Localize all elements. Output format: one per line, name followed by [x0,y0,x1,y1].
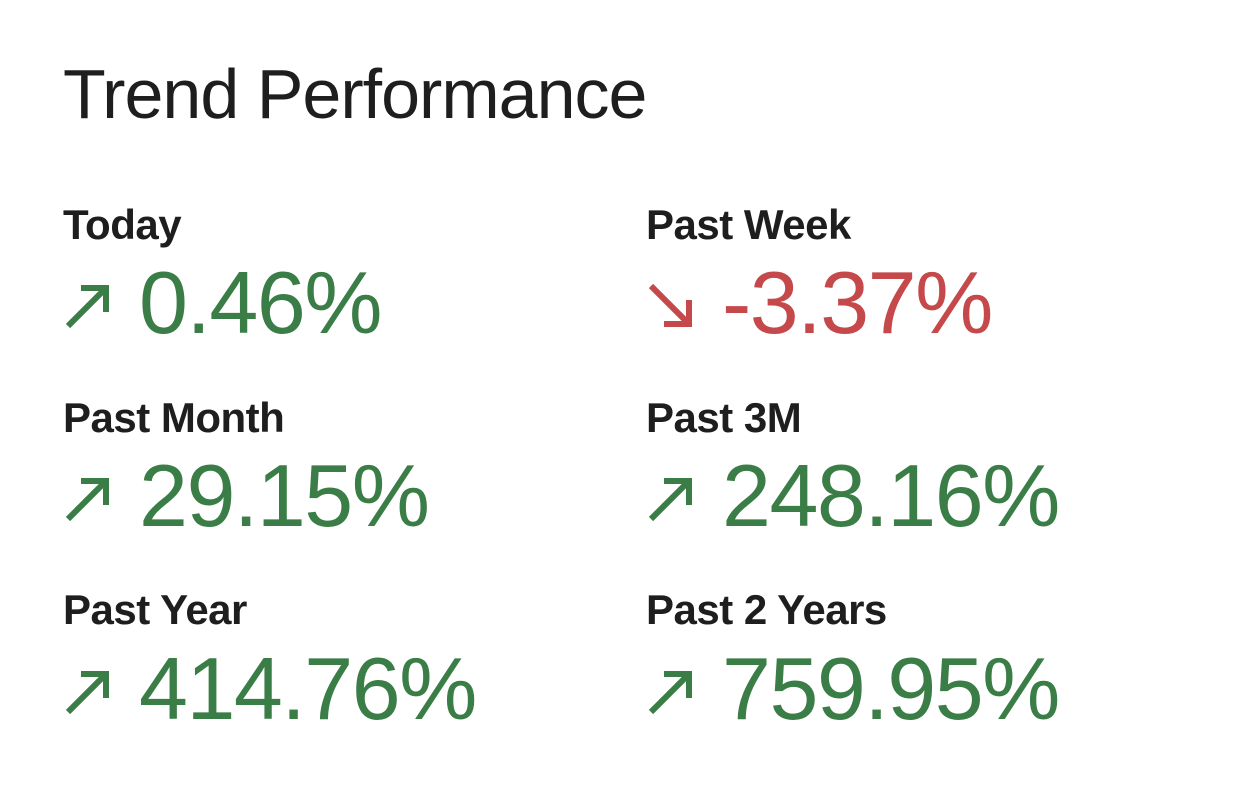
trend-down-icon [648,284,692,328]
metric-value-row: 29.15% [63,445,646,545]
trend-up-icon [65,478,109,522]
metric-value: 248.16% [722,445,1060,545]
metric-cell-past-year: Past Year 414.76% [63,586,646,735]
metric-value-row: 759.95% [646,638,1242,738]
trend-up-icon [648,670,692,714]
trend-up-icon [65,670,109,714]
trend-up-icon [65,285,109,329]
metric-value-row: 248.16% [646,445,1242,545]
metric-label: Past Year [63,586,247,634]
metric-label: Today [63,201,182,248]
metric-value: 0.46% [139,253,383,353]
metric-cell-past-2-years: Past 2 Years 759.95% [646,586,1242,735]
metric-value-row: 414.76% [63,638,646,738]
metric-cell-past-month: Past Month 29.15% [63,394,646,543]
metrics-grid: Today 0.46% Past Week [63,201,1242,735]
metric-value: 29.15% [139,445,430,545]
metric-value: -3.37% [722,253,993,353]
metric-value-row: -3.37% [646,253,1242,353]
metric-label: Past Week [646,201,851,248]
metric-cell-today: Today 0.46% [63,201,646,350]
trend-up-icon [648,478,692,522]
metric-label: Past 3M [646,393,802,441]
metric-value: 759.95% [722,638,1060,738]
panel-content: Trend Performance Today 0.46% Past Week [63,55,1242,735]
metric-value-row: 0.46% [63,253,646,353]
metric-cell-past-week: Past Week -3.37% [646,201,1242,350]
metric-label: Past 2 Years [646,586,887,634]
page-title: Trend Performance [63,55,647,133]
metric-label: Past Month [63,393,285,441]
metric-cell-past-3m: Past 3M 248.16% [646,394,1242,543]
metric-value: 414.76% [139,638,477,738]
